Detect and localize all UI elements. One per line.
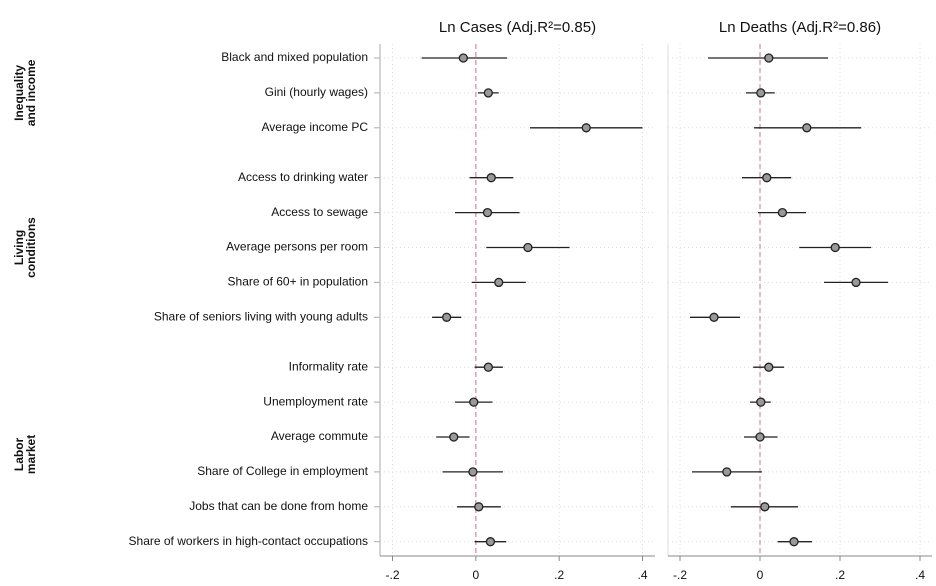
group-label: Labor — [12, 437, 26, 471]
estimate — [474, 502, 484, 512]
category-label: Share of 60+ in population — [228, 275, 368, 289]
estimate — [468, 467, 478, 477]
estimate — [851, 277, 861, 288]
estimate — [458, 53, 468, 63]
category-label: Unemployment rate — [263, 394, 368, 408]
category-label: Access to drinking water — [238, 170, 368, 184]
estimate — [830, 242, 840, 253]
estimate — [485, 537, 496, 547]
x-tick-label: .2 — [554, 568, 564, 582]
panel-title: Ln Deaths (Adj.R²=0.86) — [719, 19, 881, 36]
estimate — [581, 123, 591, 133]
x-tick-label: .4 — [637, 568, 647, 582]
category-label: Jobs that can be done from home — [189, 499, 368, 513]
estimate — [755, 432, 765, 442]
group-label: market — [24, 435, 38, 474]
estimate — [469, 397, 479, 407]
estimate — [523, 242, 533, 253]
estimate — [756, 88, 766, 98]
category-label: Average persons per room — [226, 240, 368, 254]
category-label: Share of College in employment — [197, 464, 368, 478]
x-tick-label: -.2 — [385, 568, 399, 582]
estimate — [486, 173, 496, 183]
estimate — [762, 173, 772, 183]
category-label: Gini (hourly wages) — [265, 85, 368, 99]
x-tick-label: -.2 — [673, 568, 687, 582]
estimate — [764, 362, 774, 372]
estimate — [442, 312, 452, 322]
x-tick-label: .4 — [915, 568, 925, 582]
category-label: Informality rate — [289, 359, 369, 373]
estimate — [494, 277, 504, 288]
group-label: and income — [24, 59, 38, 126]
x-tick-label: 0 — [472, 568, 479, 582]
category-label: Access to sewage — [271, 205, 368, 219]
group-label: Living — [12, 230, 26, 265]
estimate — [756, 397, 766, 407]
estimate — [777, 207, 788, 218]
x-tick-label: 0 — [757, 568, 764, 582]
estimate — [789, 537, 799, 547]
panel-title: Ln Cases (Adj.R²=0.85) — [439, 19, 596, 36]
category-label: Black and mixed population — [221, 50, 368, 64]
estimate — [709, 312, 719, 322]
estimate — [482, 207, 493, 218]
category-label: Average commute — [271, 429, 368, 443]
estimate — [760, 502, 770, 512]
group-label: conditions — [24, 217, 38, 278]
estimate — [802, 123, 812, 133]
group-label: Inequality — [12, 65, 26, 121]
estimate — [483, 88, 493, 98]
estimate — [449, 432, 459, 442]
estimate — [483, 362, 493, 372]
x-tick-label: .2 — [835, 568, 845, 582]
category-label: Share of workers in high-contact occupat… — [129, 534, 368, 548]
estimate — [764, 53, 774, 63]
estimate — [722, 467, 732, 477]
category-label: Average income PC — [262, 120, 369, 134]
category-label: Share of seniors living with young adult… — [154, 309, 368, 323]
